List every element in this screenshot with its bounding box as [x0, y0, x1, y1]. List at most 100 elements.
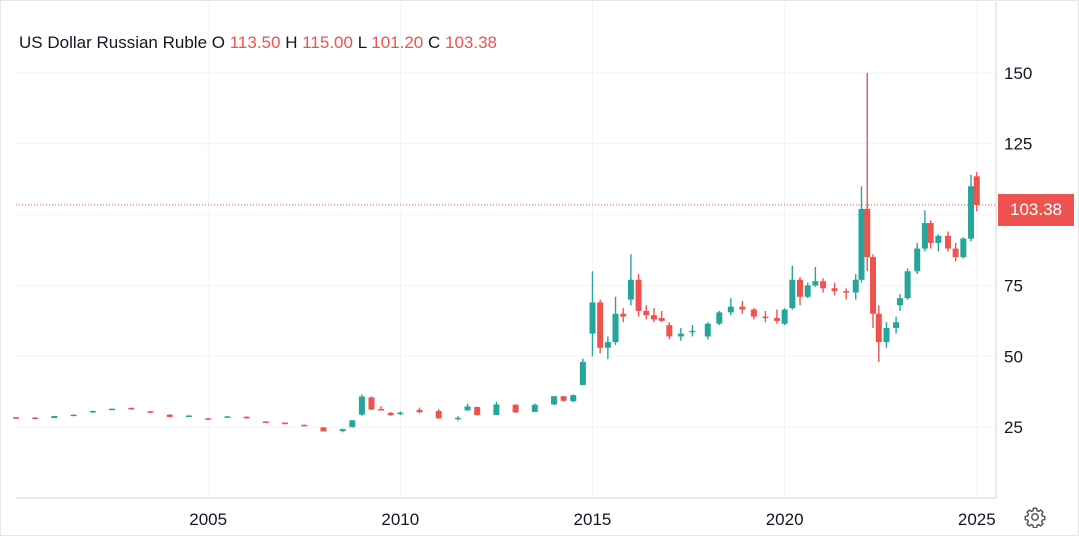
gear-icon[interactable]: [1024, 506, 1046, 529]
candle-body: [51, 416, 58, 419]
candle-body: [464, 406, 471, 411]
candle-body: [147, 411, 154, 413]
candle: [875, 305, 882, 362]
candle-body: [89, 410, 96, 413]
candle-body: [812, 281, 819, 286]
candle: [739, 301, 746, 314]
candle-body: [704, 323, 711, 337]
candle-body: [612, 313, 619, 343]
candle: [789, 265, 796, 310]
candle: [658, 310, 665, 323]
candle-body: [921, 223, 928, 249]
candle-body: [960, 238, 967, 258]
candle: [904, 268, 911, 300]
candle-body: [282, 422, 289, 425]
candle-body: [893, 322, 900, 328]
candle-body: [843, 291, 850, 293]
candle: [570, 394, 577, 403]
candle-body: [320, 427, 327, 432]
candle-body: [762, 316, 769, 319]
candle: [368, 396, 375, 411]
candle: [147, 410, 154, 413]
candle: [935, 234, 942, 252]
candle-body: [301, 424, 308, 427]
candle: [604, 336, 611, 360]
candle: [952, 242, 959, 262]
candle: [677, 327, 684, 341]
candle: [89, 410, 96, 413]
y-tick-label: 125: [1004, 135, 1032, 154]
y-tick-label: 150: [1004, 64, 1032, 83]
candle-body: [658, 318, 665, 321]
candle: [704, 322, 711, 340]
candle-body: [387, 412, 394, 416]
legend-low-value: 101.20: [371, 33, 424, 52]
candle-body: [896, 298, 903, 306]
candle-body: [349, 420, 356, 428]
candle-body: [677, 333, 684, 337]
candle-body: [789, 279, 796, 309]
candle-body: [358, 396, 365, 415]
candle: [493, 401, 500, 416]
candle: [927, 220, 934, 249]
x-tick-label: 2020: [766, 510, 804, 529]
candle: [812, 267, 819, 287]
candle: [797, 276, 803, 306]
candle: [716, 310, 723, 326]
candle-body: [904, 271, 911, 299]
candle: [781, 308, 788, 326]
candle-body: [435, 410, 442, 419]
candle: [243, 416, 250, 419]
candle-body: [727, 306, 734, 313]
candle: [166, 414, 173, 418]
candle: [643, 305, 650, 320]
candle: [896, 293, 903, 311]
candle: [843, 288, 850, 300]
candle-body: [243, 416, 250, 419]
candle-body: [185, 415, 192, 418]
candle: [224, 416, 231, 418]
candle-body: [666, 325, 673, 337]
candle: [852, 274, 859, 300]
candle-body: [643, 310, 650, 316]
legend-low-label: L: [357, 33, 367, 52]
candle: [282, 422, 289, 425]
legend-high-label: H: [285, 33, 298, 52]
candle: [70, 414, 77, 417]
candle-body: [650, 315, 657, 320]
candle: [531, 403, 538, 413]
candle: [858, 186, 865, 283]
legend-title: US Dollar Russian Ruble: [19, 33, 208, 52]
candle-body: [32, 417, 39, 420]
candle: [387, 411, 394, 416]
candle-body: [927, 223, 934, 243]
candle: [13, 416, 19, 419]
candle-body: [875, 313, 882, 343]
candle: [804, 282, 811, 299]
candle: [773, 309, 780, 324]
candle: [435, 409, 442, 419]
candle-body: [570, 395, 577, 402]
candle-body: [474, 407, 481, 415]
candle: [635, 274, 642, 317]
candle-body: [579, 361, 586, 385]
candle: [727, 298, 734, 316]
x-tick-label: 2015: [574, 510, 612, 529]
candle: [893, 316, 900, 334]
candle-body: [944, 235, 951, 249]
y-tick-label: 50: [1004, 347, 1023, 366]
candle-body: [716, 312, 723, 324]
candle: [921, 210, 928, 252]
candle: [960, 237, 967, 259]
candle-body: [883, 327, 890, 343]
candle-body: [804, 285, 811, 297]
candle: [51, 415, 58, 419]
candle-body: [262, 421, 269, 423]
candle-body: [852, 279, 859, 293]
candle-body: [820, 281, 827, 289]
candle: [551, 395, 558, 406]
legend-high-value: 115.00: [302, 33, 353, 52]
y-tick-label: 25: [1004, 418, 1023, 437]
ohlc-legend: US Dollar Russian Ruble O 113.50 H 115.0…: [19, 33, 497, 53]
